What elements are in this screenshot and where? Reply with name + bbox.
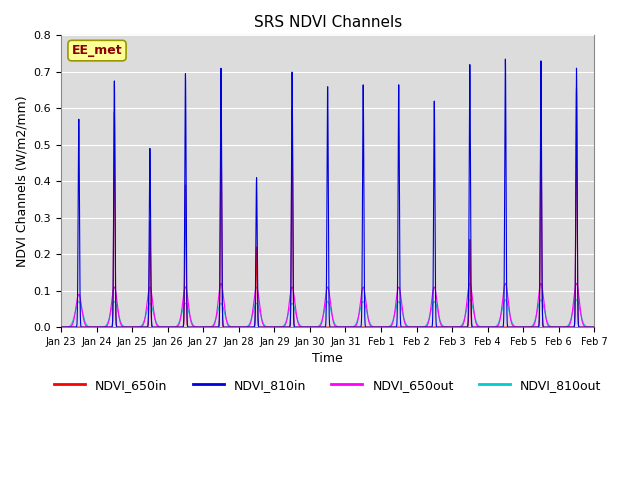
Y-axis label: NDVI Channels (W/m2/mm): NDVI Channels (W/m2/mm) xyxy=(15,96,28,267)
Text: EE_met: EE_met xyxy=(72,44,122,57)
X-axis label: Time: Time xyxy=(312,352,343,365)
Legend: NDVI_650in, NDVI_810in, NDVI_650out, NDVI_810out: NDVI_650in, NDVI_810in, NDVI_650out, NDV… xyxy=(49,374,606,397)
Title: SRS NDVI Channels: SRS NDVI Channels xyxy=(253,15,402,30)
